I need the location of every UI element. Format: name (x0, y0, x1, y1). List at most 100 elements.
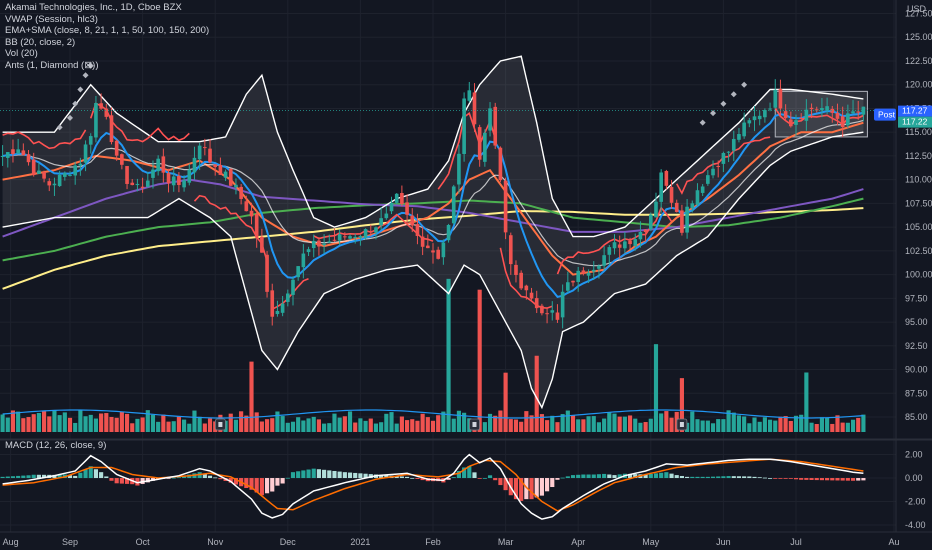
macd-histogram-bar (233, 478, 239, 485)
candle-body (239, 186, 243, 199)
candle-body (99, 103, 103, 109)
candle-body (540, 305, 544, 314)
candle-body (742, 122, 746, 137)
volume-bar (42, 411, 47, 432)
volume-bar (767, 419, 773, 432)
candle-body (674, 202, 679, 212)
volume-bar (47, 416, 52, 432)
ants-legend[interactable]: Ants (1, Diamond (⊠)) (5, 59, 99, 71)
candle-body (125, 166, 129, 184)
candle-body (78, 163, 83, 166)
macd-histogram-bar (119, 478, 124, 484)
candle-body (483, 132, 487, 162)
volume-bar (415, 420, 420, 432)
vol-legend[interactable]: Vol (20) (5, 48, 38, 60)
volume-bar (270, 418, 275, 432)
vwap-legend[interactable]: VWAP (Session, hlc3) (5, 13, 98, 25)
volume-bar (337, 417, 342, 432)
volume-bar (638, 422, 643, 432)
candle-body (120, 154, 124, 165)
candle-body (768, 108, 772, 110)
macd-histogram-bar (529, 478, 534, 500)
candle-body (104, 108, 109, 117)
candle-body (405, 202, 409, 215)
macd-histogram-bar (57, 474, 62, 479)
price-tick-label: 112.50 (905, 151, 932, 161)
volume-bar (799, 414, 804, 432)
candle-body (275, 310, 280, 315)
macd-histogram-bar (104, 476, 109, 479)
ema-sma-legend[interactable]: EMA+SMA (close, 8, 21, 1, 1, 50, 100, 15… (5, 25, 210, 37)
candle-body (457, 153, 461, 185)
volume-bar (187, 423, 192, 432)
volume-bar (819, 417, 824, 432)
volume-bar (519, 421, 524, 432)
macd-histogram-bar (446, 478, 451, 480)
candle-body (311, 240, 316, 249)
macd-histogram-bar (493, 478, 498, 481)
volume-bar (399, 416, 404, 432)
volume-bar (389, 412, 394, 432)
volume-bar (773, 420, 778, 432)
symbol-title[interactable]: Akamai Technologies, Inc., 1D, Cboe BZX (5, 2, 182, 13)
candle-body (213, 164, 218, 168)
volume-bar (93, 418, 99, 432)
macd-histogram-bar (379, 474, 384, 479)
candle-body (353, 236, 358, 239)
volume-bar (570, 415, 576, 432)
candle-body (5, 152, 10, 158)
candle-body (695, 190, 700, 205)
candle-body (26, 154, 31, 163)
macd-histogram-bar (498, 478, 503, 486)
candle-body (566, 282, 570, 291)
earnings-marker-glyph (218, 422, 223, 427)
candle-body (218, 165, 223, 175)
macd-histogram-bar (850, 478, 856, 481)
candle-body (83, 144, 88, 163)
macd-histogram-bar (710, 476, 716, 479)
volume-bar (778, 416, 783, 432)
candle-body (555, 312, 560, 320)
volume-bar (596, 422, 602, 432)
macd-histogram-bar (747, 476, 752, 479)
candle-body (851, 111, 855, 114)
candle-body (260, 236, 264, 253)
bb-legend[interactable]: BB (20, close, 2) (5, 36, 76, 48)
candle-body (208, 148, 212, 163)
macd-histogram-bar (254, 478, 259, 493)
volume-bar (124, 413, 130, 432)
price-tick-label: 102.50 (905, 246, 932, 256)
candle-body (809, 107, 814, 110)
candle-body (706, 175, 710, 184)
ants-diamond-marker (87, 62, 94, 69)
volume-bar (368, 418, 373, 432)
volume-bar (316, 419, 321, 432)
volume-bar (358, 418, 363, 432)
candle-body (114, 140, 119, 156)
volume-bar (404, 420, 410, 432)
volume-bar (602, 418, 607, 432)
vwap-line (271, 278, 309, 310)
candle-body (830, 108, 835, 113)
volume-bar (752, 417, 757, 432)
macd-histogram-bar (93, 469, 99, 479)
volume-bar (259, 421, 264, 432)
x-tick-label: Nov (207, 537, 224, 547)
macd-histogram-bar (648, 473, 653, 479)
macd-histogram-bar (462, 467, 467, 479)
candle-body (840, 116, 845, 128)
macd-signal-line (2, 458, 864, 512)
macd-legend[interactable]: MACD (12, 26, close, 9) (5, 440, 107, 451)
volume-bar (36, 412, 41, 432)
macd-histogram-bar (296, 471, 301, 479)
macd-histogram-bar (695, 476, 700, 479)
candle-body (291, 279, 295, 295)
macd-tick-label: -2.00 (905, 496, 926, 506)
volume-bar (239, 411, 244, 432)
macd-histogram-bar (845, 478, 850, 481)
volume-bar (285, 422, 290, 432)
macd-histogram-bar (757, 477, 762, 479)
candle-body (431, 250, 435, 253)
macd-histogram-bar (410, 477, 415, 479)
